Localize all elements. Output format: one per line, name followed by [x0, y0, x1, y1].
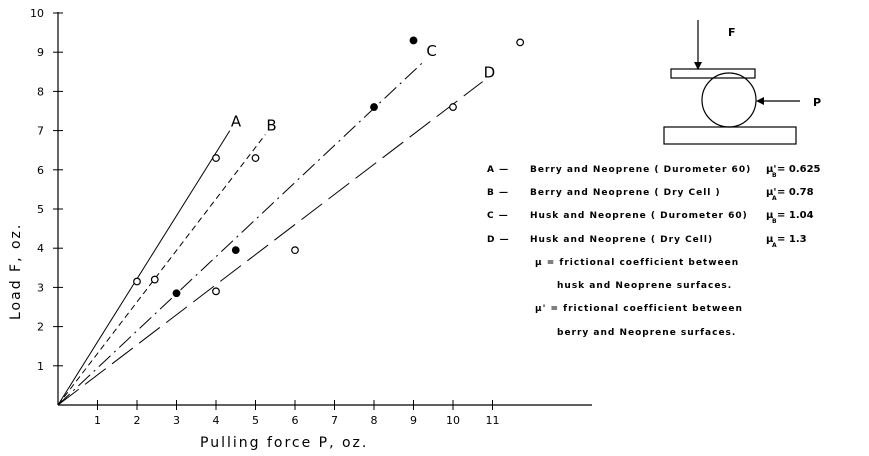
curve-label-d: D — [484, 64, 496, 82]
curve-labels: A B C D — [231, 42, 495, 134]
legend-coef-symbol: μ — [766, 210, 774, 221]
legend-entry-a: A — Berry and Neoprene ( Durometer 60) μ… — [487, 164, 821, 179]
x-tick-label: 4 — [213, 414, 220, 427]
berry-circle — [701, 72, 757, 128]
data-point-open — [516, 38, 525, 47]
note-mu-line1: μ = frictional coefficient between — [535, 258, 739, 268]
data-point-open — [150, 275, 159, 284]
legend-entry-c: C — Husk and Neoprene ( Durometer 60) μ … — [487, 210, 814, 225]
points — [133, 36, 525, 298]
legend-coef-value: = 0.625 — [777, 164, 821, 175]
data-point-filled — [231, 246, 240, 255]
x-tick-label: 6 — [292, 414, 299, 427]
force-p-label: P — [813, 96, 821, 109]
data-point-filled — [370, 103, 378, 111]
y-tick-label: 5 — [37, 203, 44, 216]
legend-entry-d: D — Husk and Neoprene ( Dry Cell) μ A = … — [487, 234, 807, 249]
legend-key: B — — [487, 188, 509, 198]
data-point-open — [291, 246, 299, 255]
note-mu-prime-line1: μ' = frictional coefficient between — [535, 304, 743, 314]
axes — [57, 12, 592, 406]
x-tick-label: 7 — [331, 414, 338, 427]
x-tick-label: 10 — [446, 414, 460, 427]
bottom-plate — [663, 126, 797, 145]
note-mu-line2: husk and Neoprene surfaces. — [557, 281, 732, 291]
x-tick-label: 2 — [134, 414, 141, 427]
legend-key: C — — [487, 211, 509, 221]
x-tick-label: 9 — [410, 414, 417, 427]
legend-coef-value: = 1.04 — [777, 210, 814, 221]
legend-coef-symbol: μ' — [766, 164, 776, 175]
y-tick-label: 10 — [30, 7, 44, 20]
legend-key: A — — [487, 165, 509, 175]
force-f-arrowhead — [694, 62, 702, 70]
legend-coef-subscript: A — [772, 195, 777, 202]
data-point-open — [212, 287, 220, 296]
legend-coef-value: = 0.78 — [777, 187, 814, 198]
lines — [57, 59, 483, 406]
legend-text: Husk and Neoprene ( Durometer 60) — [530, 211, 748, 221]
x-tick-label: 11 — [486, 414, 500, 427]
legend-text: Berry and Neoprene ( Dry Cell ) — [530, 188, 721, 198]
x-tick-label: 8 — [371, 414, 378, 427]
y-axis-label: Load F, oz. — [8, 223, 24, 320]
legend-coef-subscript: A — [772, 242, 777, 249]
curve-label-c: C — [426, 42, 436, 60]
series-line-a — [57, 130, 231, 406]
data-point-filled — [409, 36, 418, 45]
data-point-open — [212, 154, 220, 162]
series-line-c — [57, 59, 426, 406]
note-mu-prime-line2: berry and Neoprene surfaces. — [557, 328, 736, 338]
legend-coef-value: = 1.3 — [777, 234, 807, 245]
legend-coef-subscript: B — [772, 172, 777, 179]
data-point-filled — [172, 289, 181, 298]
y-tick-label: 9 — [37, 46, 44, 59]
y-tick-label: 4 — [37, 242, 44, 255]
force-diagram: F P — [663, 20, 821, 145]
y-tick-label: 2 — [37, 321, 44, 334]
force-p-arrowhead — [756, 97, 764, 105]
legend-coef-symbol: μ — [766, 234, 774, 245]
legend-key: D — — [487, 235, 510, 245]
data-point-open — [133, 277, 141, 286]
y-tick-label: 7 — [37, 125, 44, 138]
y-tick-label: 3 — [37, 281, 44, 294]
curve-label-b: B — [266, 117, 276, 135]
force-f-label: F — [728, 26, 736, 39]
y-tick-label: 8 — [37, 85, 44, 98]
legend-coef-subscript: B — [772, 218, 777, 225]
series-line-d — [57, 81, 483, 406]
x-tick-label: 5 — [252, 414, 259, 427]
legend: A — Berry and Neoprene ( Durometer 60) μ… — [487, 164, 821, 338]
series-line-b — [57, 134, 266, 406]
legend-text: Husk and Neoprene ( Dry Cell) — [530, 235, 713, 245]
legend-entry-b: B — Berry and Neoprene ( Dry Cell ) μ' A… — [487, 187, 814, 202]
data-point-open — [251, 154, 260, 162]
legend-text: Berry and Neoprene ( Durometer 60) — [530, 165, 751, 175]
y-tick-label: 1 — [37, 360, 44, 373]
x-axis-label: Pulling force P, oz. — [200, 435, 368, 451]
data-point-open — [449, 103, 457, 111]
y-tick-label: 6 — [37, 164, 44, 177]
curve-label-a: A — [231, 113, 242, 131]
legend-coef-symbol: μ' — [766, 187, 776, 198]
x-tick-label: 1 — [94, 414, 101, 427]
x-tick-label: 3 — [173, 414, 180, 427]
